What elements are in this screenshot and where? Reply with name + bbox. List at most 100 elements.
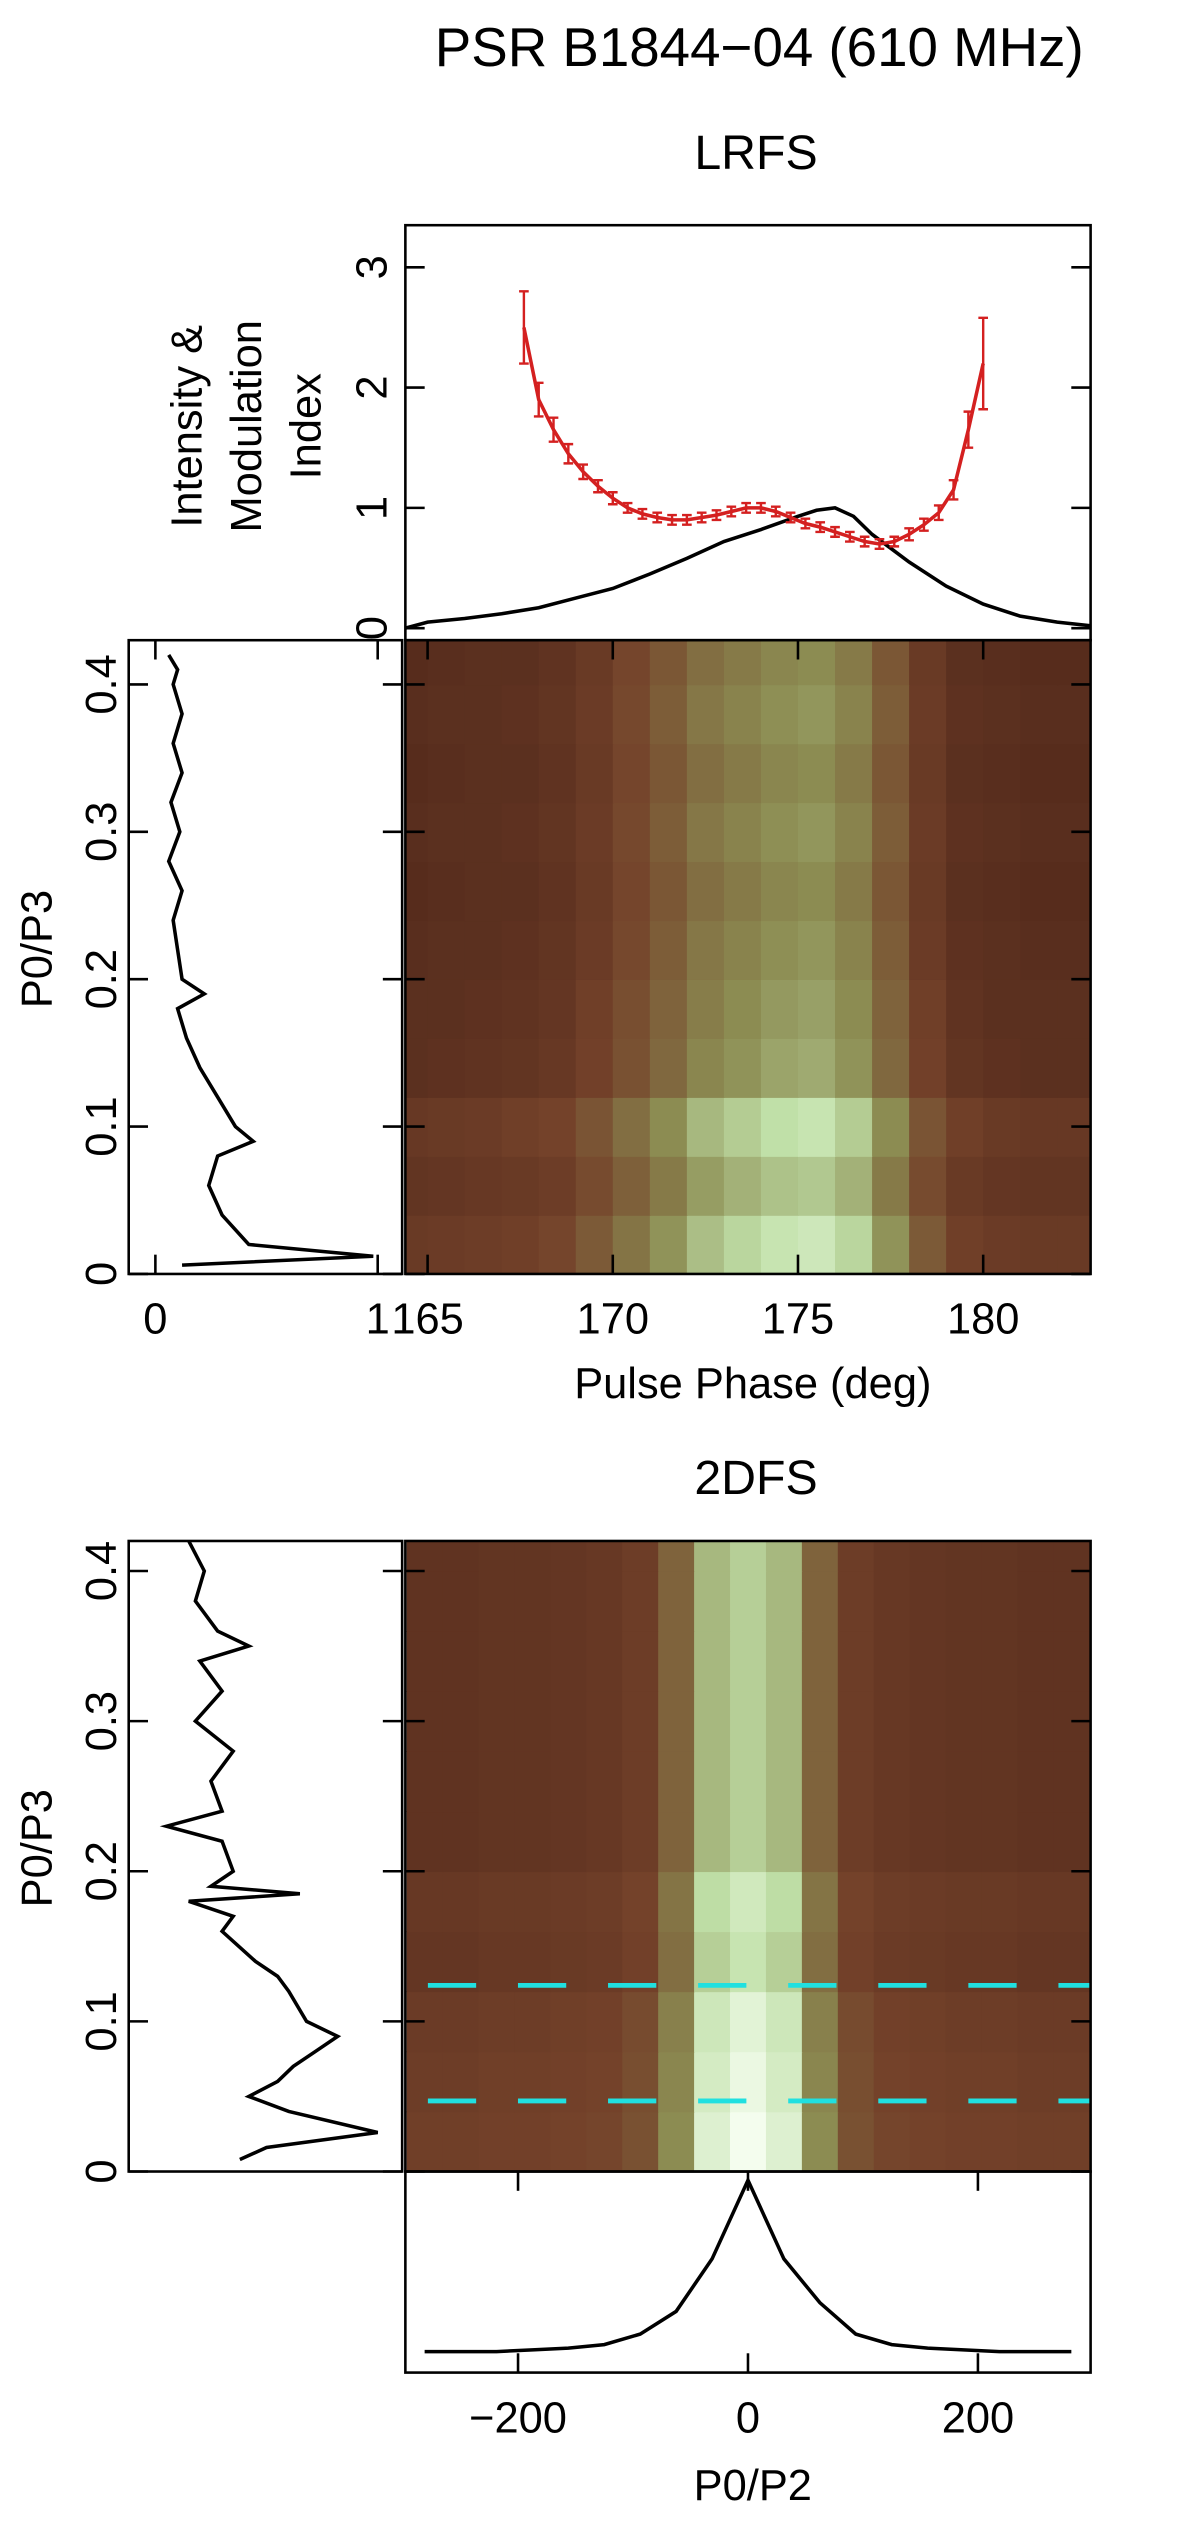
- heatmap-cell: [765, 1631, 803, 1692]
- heatmap-cell: [354, 979, 392, 1039]
- heatmap-cell: [514, 1871, 552, 1933]
- heatmap-cell: [983, 1156, 1022, 1216]
- heatmap-cell: [649, 1097, 688, 1157]
- heatmap-cell: [801, 1540, 839, 1572]
- heatmap-cell: [316, 743, 354, 803]
- heatmap-cell: [909, 2111, 947, 2172]
- heatmap-cell: [538, 743, 577, 804]
- heatmap-cell: [427, 802, 466, 863]
- heatmap-cell: [981, 1811, 1019, 1873]
- heatmap-cell: [723, 920, 762, 980]
- heatmap-cell: [694, 1570, 731, 1632]
- heatmap-cell: [872, 1097, 910, 1157]
- heatmap-cell: [427, 743, 466, 804]
- heatmap-cell: [946, 743, 984, 804]
- heatmap-cell: [478, 2111, 516, 2172]
- heatmap-cell: [649, 684, 688, 745]
- error-bar: [770, 505, 781, 518]
- plot-area: [405, 290, 1091, 630]
- heatmap-cell: [909, 743, 947, 804]
- error-bar: [652, 511, 663, 524]
- x-tick-label: 0: [143, 1296, 167, 1344]
- error-bar: [756, 501, 766, 514]
- heatmap-cell: [1017, 1931, 1055, 1993]
- heatmap-cell: [354, 684, 392, 744]
- heatmap-cell: [514, 1811, 552, 1873]
- heatmap-cell: [872, 861, 910, 922]
- heatmap-cell: [873, 1631, 911, 1692]
- y-tick-label: 3: [348, 255, 396, 279]
- y-tick-label: 1: [348, 496, 396, 520]
- heatmap-cell: [478, 1871, 516, 1933]
- heatmap-cell: [765, 1570, 803, 1632]
- heatmap-cell: [835, 640, 873, 686]
- heatmap-cell: [1057, 861, 1091, 922]
- y-tick-label: 0: [78, 2159, 126, 2183]
- heatmap-cell: [730, 1811, 767, 1873]
- heatmap-cell: [872, 1215, 910, 1274]
- heatmap-cell: [501, 1156, 540, 1216]
- heatmap-cell: [550, 2111, 588, 2172]
- heatmap-cell: [909, 802, 947, 863]
- heatmap-cell: [945, 1991, 983, 2053]
- error-bar: [607, 491, 618, 506]
- heatmap-cell: [1017, 2111, 1055, 2172]
- heatmap-cell: [1020, 1097, 1059, 1157]
- heatmap-cell: [538, 920, 577, 980]
- heatmap-cell: [354, 1038, 392, 1098]
- heatmap-cell: [723, 640, 762, 686]
- heatmap-cell: [686, 1215, 725, 1274]
- heatmap-cell: [1057, 1156, 1091, 1216]
- heatmap-cell: [501, 979, 540, 1039]
- y-tick-label: 0: [78, 1262, 126, 1286]
- heatmap-cell: [1020, 743, 1059, 804]
- heatmap-cell: [872, 1038, 910, 1098]
- error-bar: [711, 509, 722, 522]
- heatmap-cell: [514, 1631, 552, 1692]
- heatmap-cell: [514, 1540, 552, 1572]
- error-bar: [593, 479, 603, 494]
- heatmap-cell: [1053, 1931, 1091, 1993]
- heatmap-cell: [427, 1156, 466, 1216]
- heatmap-cell: [550, 1811, 588, 1873]
- heatmap-cell: [586, 1871, 624, 1933]
- heatmap-cell: [406, 1751, 444, 1813]
- heatmap-cell: [909, 1691, 947, 1752]
- heatmap-cell: [694, 1871, 731, 1933]
- heatmap-cell: [730, 1931, 767, 1993]
- heatmap-cell: [945, 1570, 983, 1632]
- line: [522, 327, 985, 546]
- heatmap-cell: [464, 640, 503, 686]
- heatmap-cell: [873, 1991, 911, 2053]
- heatmap-cell: [538, 802, 577, 863]
- line: [159, 1540, 379, 2162]
- heatmap-cell: [658, 1871, 695, 1933]
- heatmap-cell: [575, 684, 614, 745]
- heatmap-cell: [801, 1691, 839, 1752]
- heatmap-cell: [946, 802, 984, 863]
- heatmap-cell: [801, 1871, 839, 1933]
- heatmap-cell: [730, 2111, 767, 2172]
- heatmap-cell: [622, 1751, 659, 1813]
- heatmap-cell: [765, 1751, 803, 1813]
- heatmap-cell: [837, 1871, 875, 1933]
- heatmap-cell: [723, 1097, 762, 1157]
- heatmap-cell: [1020, 920, 1059, 980]
- heatmap-cell: [694, 1540, 731, 1572]
- heatmap-cell: [797, 920, 836, 980]
- heatmap-cell: [837, 1570, 875, 1632]
- heatmap-cell: [649, 920, 688, 980]
- heatmap-cell: [405, 920, 429, 980]
- heatmap-cell: [1017, 1540, 1055, 1572]
- heatmap-cell: [575, 743, 614, 804]
- y-axis-label: Modulation: [223, 320, 271, 532]
- heatmap-cell: [723, 1156, 762, 1216]
- line: [424, 2175, 1072, 2354]
- heatmap-cell: [723, 1038, 762, 1098]
- heatmap-cell: [658, 1751, 695, 1813]
- heatmap-cell: [586, 1811, 624, 1873]
- heatmap-cell: [442, 1570, 480, 1632]
- heatmap-cell: [1017, 1631, 1055, 1692]
- heatmap-cell: [442, 1691, 480, 1752]
- heatmap-cell: [873, 1540, 911, 1572]
